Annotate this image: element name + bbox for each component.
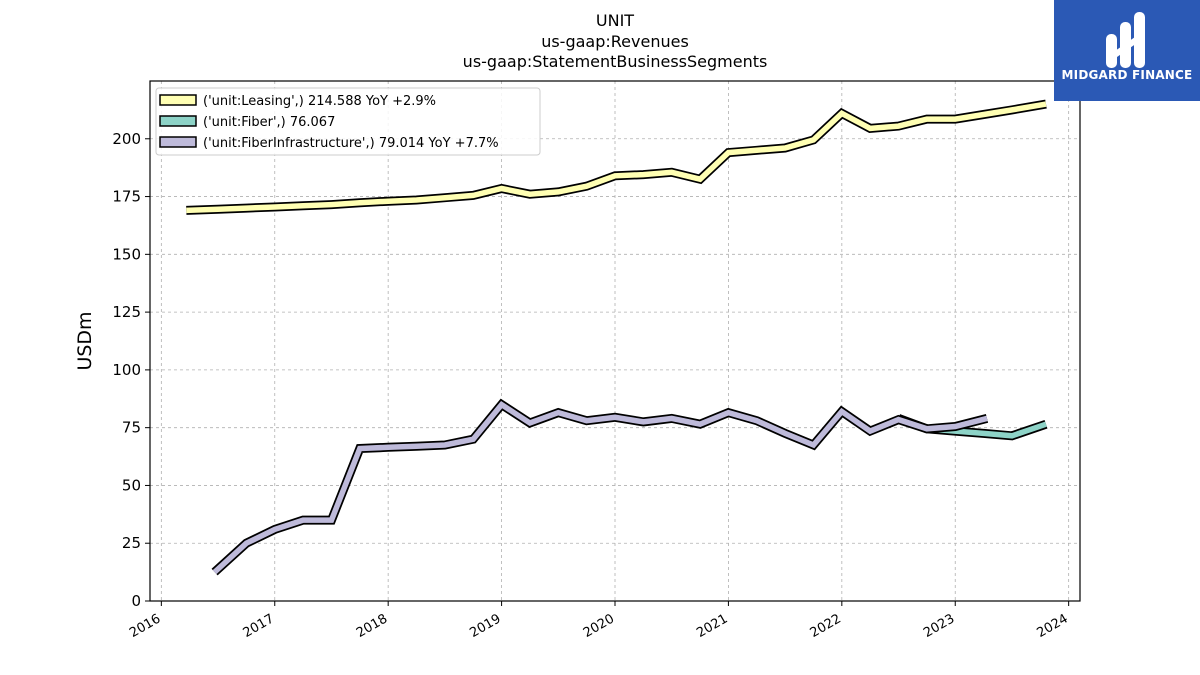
x-tick-label: 2020 [581,611,617,641]
y-tick-label: 200 [112,130,141,148]
y-tick-label: 75 [122,419,141,437]
x-tick-label: 2024 [1034,611,1070,641]
y-tick-label: 50 [122,476,141,494]
series-2 [211,398,989,576]
y-tick-label: 100 [112,361,141,379]
series-line [186,101,1047,214]
x-tick-label: 2019 [467,611,503,641]
series-layer [186,99,1048,576]
legend: ('unit:Leasing',) 214.588 YoY +2.9% ('uni… [155,87,541,156]
logo-text: MIDGARD FINANCE [1061,68,1193,82]
legend-swatch [159,136,197,148]
series-line [212,400,988,575]
x-tick-label: 2022 [808,611,844,641]
legend-label: ('unit:Fiber',) 76.067 [203,115,335,130]
legend-swatch [159,94,197,106]
legend-label: ('unit:Leasing',) 214.588 YoY +2.9% [203,94,436,109]
chart-subtitle-segments: us-gaap:StatementBusinessSegments [462,52,768,71]
x-tick-label: 2016 [127,611,163,641]
y-tick-label: 175 [112,188,141,206]
midgard-logo: MIDGARD FINANCE [1054,0,1200,101]
x-tick-label: 2023 [921,611,957,641]
y-axis-label: USDm [74,311,96,370]
midgard-logo-icon [1106,12,1145,68]
chart-title: UNIT [595,11,635,30]
legend-box [155,87,541,156]
x-tick-label: 2017 [241,611,277,641]
x-tick-label: 2021 [694,611,730,641]
series-0 [186,99,1047,215]
y-tick-label: 150 [112,245,141,263]
x-tick-label: 2018 [354,611,390,641]
y-tick-label: 25 [122,534,141,552]
chart-subtitle-revenues: us-gaap:Revenues [541,32,689,51]
y-tick-label: 0 [131,592,141,610]
y-tick-label: 125 [112,303,141,321]
legend-label: ('unit:FiberInfrastructure',) 79.014 YoY… [203,136,499,151]
legend-swatch [159,115,197,127]
